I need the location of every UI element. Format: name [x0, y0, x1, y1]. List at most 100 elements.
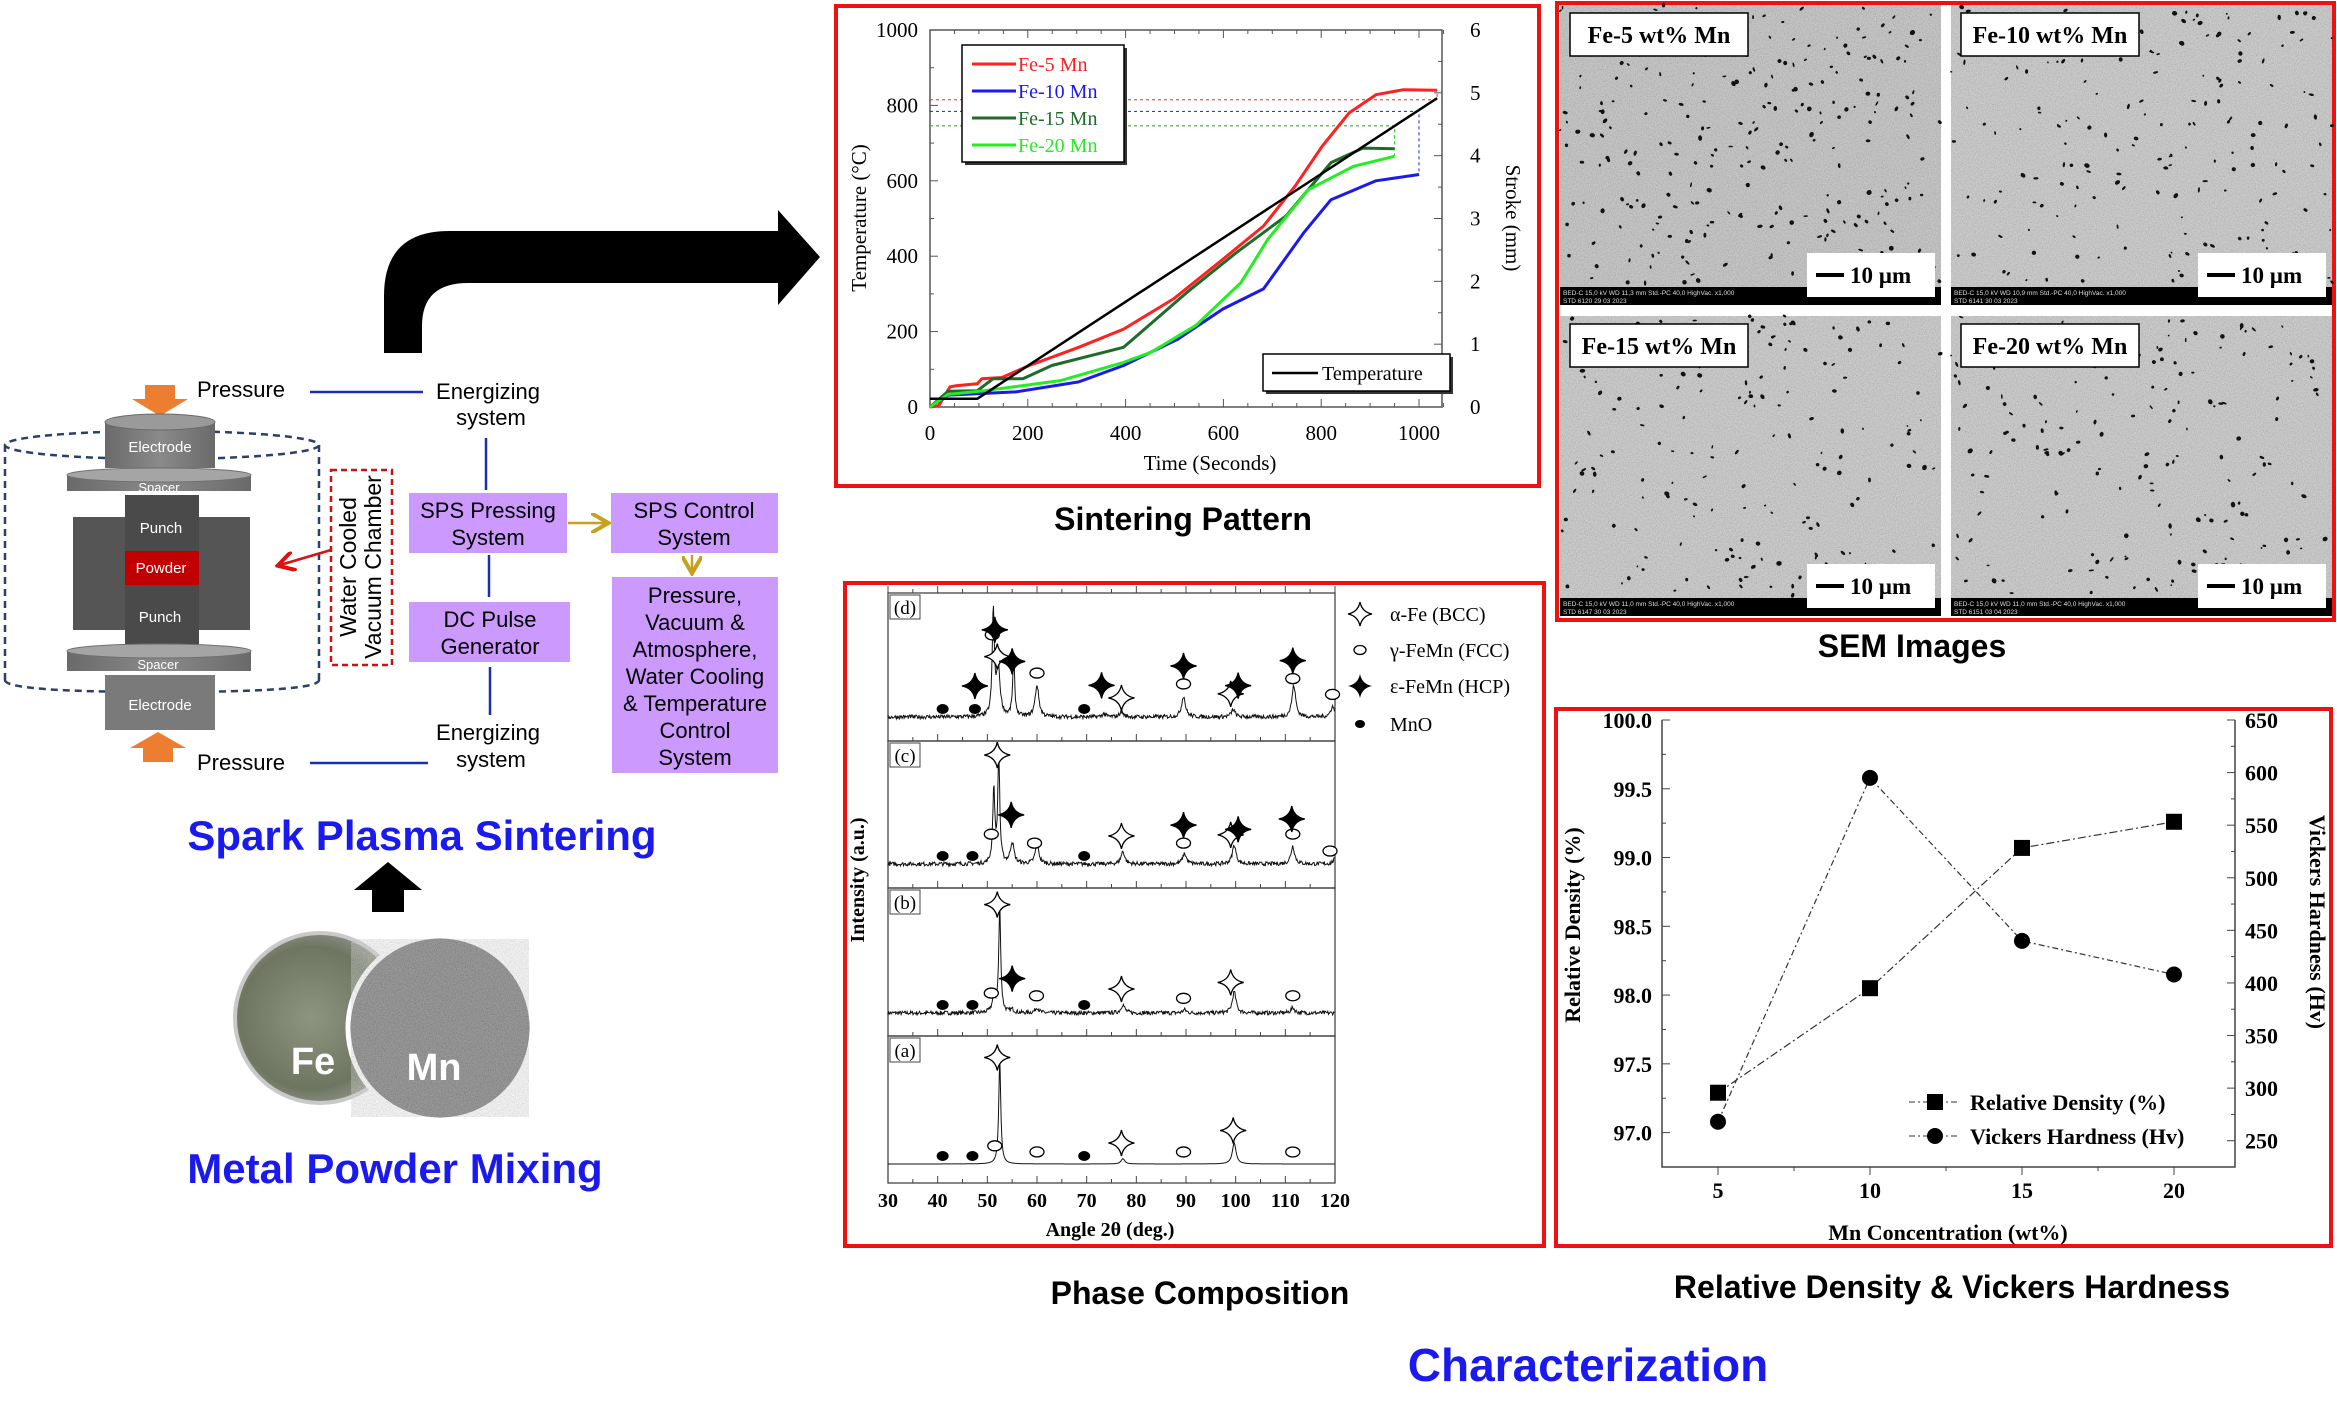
hardness-point [1862, 769, 1878, 786]
spacer-bottom: Spacer [66, 643, 252, 672]
pore [2177, 400, 2180, 405]
legend-label: Fe-5 Mn [1018, 54, 1087, 76]
x-axis-label: Angle 2θ (deg.) [1046, 1219, 1175, 1241]
punch-bottom-label: Punch [139, 609, 182, 626]
pore [2159, 357, 2164, 362]
pore [1937, 351, 1943, 356]
pore [2294, 10, 2299, 16]
pore [1641, 568, 1645, 572]
pore [2172, 409, 2176, 413]
pore [1685, 577, 1689, 582]
pore [1659, 404, 1664, 408]
pore [1781, 20, 1785, 24]
pore [2224, 557, 2227, 561]
pore [1664, 491, 1670, 497]
pore [1730, 554, 1735, 558]
pore [1777, 404, 1781, 407]
pore [2203, 242, 2208, 247]
fcc-marker-icon [1285, 990, 1301, 1002]
pore [1750, 564, 1756, 569]
pore [2289, 351, 2292, 356]
pore [1991, 578, 1997, 584]
pore [2184, 146, 2187, 149]
energizing-top-label-1: Energizing [436, 379, 540, 404]
pore [1636, 171, 1641, 176]
pore [1773, 106, 1778, 111]
pore [1623, 149, 1628, 154]
mn-label: Mn [407, 1047, 462, 1089]
pore [1802, 520, 1806, 524]
fcc-marker-icon [1324, 688, 1341, 701]
pore [2281, 44, 2284, 47]
xrd-panel [887, 592, 1336, 742]
pore [1901, 343, 1905, 348]
pore [1962, 403, 1968, 409]
pore [1597, 390, 1603, 396]
chamber-label-line1: Water Cooled [335, 497, 361, 637]
pore [2218, 402, 2224, 405]
pore [1896, 56, 1901, 61]
hcp-marker-icon [1088, 672, 1115, 699]
pore [2157, 157, 2162, 161]
pore [1932, 467, 1936, 470]
pore [1684, 239, 1689, 243]
pore [1701, 126, 1705, 131]
pore [1963, 59, 1966, 66]
pore [1651, 253, 1655, 258]
hardness-point [2166, 966, 2182, 983]
pore [2124, 555, 2127, 558]
pore [2072, 235, 2076, 239]
pore [1636, 565, 1639, 568]
pore [1791, 271, 1795, 276]
fcc-marker-icon [1175, 992, 1192, 1004]
pore [1840, 428, 1845, 434]
pressing-system-label-2: System [451, 525, 524, 550]
sintering-chart: 0 200 400 600 800 1000 0 200 400 600 800 1000 0 1 2 3 4 5… [847, 18, 1525, 475]
dc-pulse-label-2: Generator [440, 634, 539, 659]
pore [1727, 211, 1731, 215]
pore [1956, 533, 1959, 539]
pore [2172, 459, 2175, 464]
pore [1591, 241, 1596, 245]
pore [1819, 120, 1823, 125]
y2-axis-label: Vickers Hardness (Hv) [2305, 815, 2330, 1029]
panel-label-box [889, 594, 921, 620]
pore [1832, 146, 1835, 150]
pressure-arrow-up-icon [130, 732, 186, 762]
pore [2171, 579, 2175, 583]
bcc-marker-icon [1108, 975, 1135, 1003]
pore [1745, 182, 1750, 188]
pore [2329, 228, 2332, 232]
bcc-marker-icon [1108, 1129, 1135, 1157]
pore [1626, 203, 1629, 206]
pore [2061, 58, 2066, 64]
hcp-marker-icon [981, 616, 1008, 643]
pore [2282, 169, 2286, 174]
pore [1693, 161, 1698, 165]
pore [1832, 100, 1835, 104]
pore [1956, 254, 1960, 258]
pore [2126, 103, 2130, 110]
pore [2016, 65, 2019, 70]
x-tick-label: 60 [1027, 1190, 1047, 1212]
control-parameters-text: Pressure,Vacuum &Atmosphere,Water Coolin… [623, 583, 767, 770]
pore [1917, 248, 1922, 253]
pore [1739, 584, 1743, 589]
pore [1910, 101, 1915, 106]
pore [1868, 477, 1871, 483]
pore [1835, 71, 1838, 74]
pore [2237, 39, 2241, 43]
pore [2239, 323, 2244, 329]
pore [1868, 120, 1872, 124]
x-tick-label: 120 [1320, 1190, 1350, 1212]
density-hardness-chart: 5 10 15 20 97.0 97.5 98.0 98.5 99.0 99.5 100.0 250 3… [1560, 708, 2330, 1245]
pore [1890, 229, 1895, 233]
control-system-label-2: System [657, 525, 730, 550]
pore [1611, 100, 1615, 103]
y-tick-label: 400 [887, 244, 919, 268]
pore [2309, 359, 2315, 364]
hcp-marker-icon [1225, 816, 1252, 843]
pore [1659, 373, 1663, 377]
punch-top-label: Punch [140, 520, 183, 537]
pore [2169, 533, 2172, 536]
